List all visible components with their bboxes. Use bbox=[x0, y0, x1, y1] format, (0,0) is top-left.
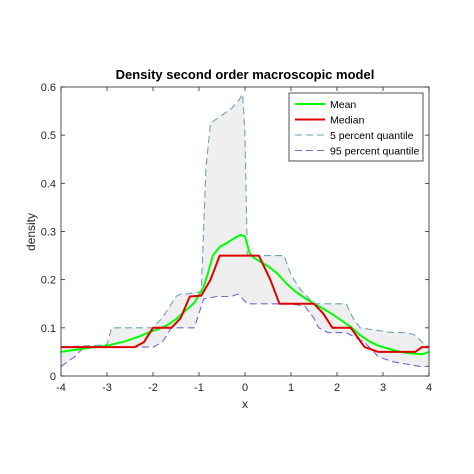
y-tick-label: 0.5 bbox=[41, 130, 56, 142]
x-tick-label: 4 bbox=[426, 382, 432, 394]
x-tick-label: 2 bbox=[334, 382, 340, 394]
series-95-percent-quantile-line bbox=[60, 293, 429, 367]
y-tick-label: 0.4 bbox=[41, 178, 56, 190]
series-median-line bbox=[61, 254, 429, 353]
series-mean-line bbox=[60, 233, 430, 356]
y-tick-label: 0 bbox=[50, 371, 56, 383]
legend-label-median: Median bbox=[330, 115, 365, 127]
x-tick-label: 3 bbox=[380, 382, 386, 394]
x-tick-label: 0 bbox=[242, 382, 248, 394]
legend: Mean Median 5 percent quantile 95 percent q… bbox=[288, 92, 424, 162]
x-tick-label: -1 bbox=[194, 382, 204, 394]
y-tick-label: 0.2 bbox=[41, 275, 56, 287]
quantile-band bbox=[61, 94, 429, 367]
x-axis-title: x bbox=[242, 397, 248, 411]
y-tick-label: 0.6 bbox=[41, 82, 56, 94]
legend-label-5-percent-quantile: 5 percent quantile bbox=[330, 130, 414, 142]
y-tick-label: 0.1 bbox=[41, 323, 56, 335]
legend-label-95-percent-quantile: 95 percent quantile bbox=[330, 146, 419, 158]
y-axis-title: density bbox=[24, 213, 38, 251]
x-tick-label: -4 bbox=[56, 382, 66, 394]
chart-title: Density second order macroscopic model bbox=[116, 67, 375, 82]
x-tick-label: -3 bbox=[102, 382, 112, 394]
legend-label-mean: Mean bbox=[330, 99, 356, 111]
y-tick-label: 0.3 bbox=[41, 227, 56, 239]
x-tick-label: -2 bbox=[148, 382, 158, 394]
series-5-percent-quantile-line bbox=[60, 93, 430, 348]
x-tick-label: 1 bbox=[288, 382, 294, 394]
